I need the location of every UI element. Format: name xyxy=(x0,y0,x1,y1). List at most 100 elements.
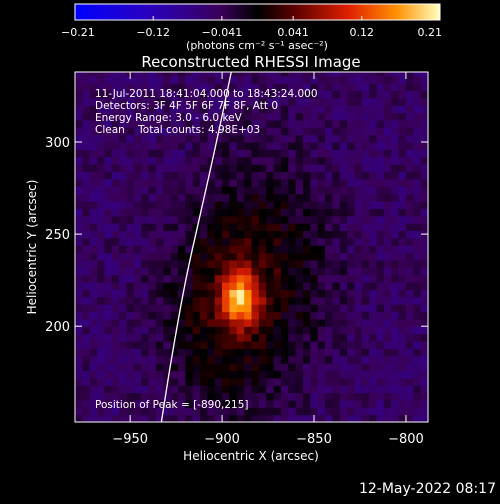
heatmap-cell xyxy=(148,237,157,246)
heatmap-cell xyxy=(89,259,98,268)
heatmap-cell xyxy=(325,178,333,187)
heatmap-cell xyxy=(222,311,231,320)
heatmap-cell xyxy=(185,134,194,143)
heatmap-cell xyxy=(141,333,150,342)
heatmap-cell xyxy=(310,259,319,268)
heatmap-cell xyxy=(339,363,348,372)
heatmap-cell xyxy=(332,318,341,327)
heatmap-cell xyxy=(75,259,83,268)
heatmap-cell xyxy=(251,282,260,290)
heatmap-cell xyxy=(82,340,91,349)
heatmap-cell xyxy=(295,237,304,246)
heatmap-cell xyxy=(236,230,245,239)
heatmap-cell xyxy=(332,355,341,364)
heatmap-cell xyxy=(273,348,282,357)
heatmap-cell xyxy=(361,215,370,224)
heatmap-cell xyxy=(339,164,348,173)
heatmap-cell xyxy=(155,304,164,313)
heatmap-cell xyxy=(148,156,157,165)
heatmap-cell xyxy=(185,142,194,150)
heatmap-cell xyxy=(398,186,407,195)
heatmap-cell xyxy=(177,237,186,246)
heatmap-cell xyxy=(148,370,157,379)
heatmap-cell xyxy=(302,414,311,422)
heatmap-cell xyxy=(244,333,253,342)
heatmap-cell xyxy=(177,75,186,84)
heatmap-cell xyxy=(126,134,135,143)
heatmap-cell xyxy=(75,171,83,180)
heatmap-cell xyxy=(214,75,223,84)
heatmap-cell xyxy=(148,223,157,232)
heatmap-cell xyxy=(133,385,142,394)
heatmap-cell xyxy=(214,245,223,254)
heatmap-cell xyxy=(82,149,91,158)
heatmap-cell xyxy=(354,252,363,261)
heatmap-cell xyxy=(258,282,267,290)
heatmap-cell xyxy=(148,97,157,106)
heatmap-cell xyxy=(369,385,378,394)
heatmap-cell xyxy=(155,75,164,84)
heatmap-cell xyxy=(280,318,289,327)
heatmap-cell xyxy=(141,156,150,165)
heatmap-cell xyxy=(89,90,98,99)
heatmap-cell xyxy=(376,72,385,77)
heatmap-cell xyxy=(148,105,157,114)
heatmap-cell xyxy=(398,149,407,158)
heatmap-cell xyxy=(214,171,223,180)
heatmap-cell xyxy=(89,112,98,121)
heatmap-cell xyxy=(236,83,245,92)
heatmap-cell xyxy=(280,208,289,217)
heatmap-cell xyxy=(155,414,164,422)
heatmap-cell xyxy=(89,318,98,327)
heatmap-cell xyxy=(141,370,150,379)
heatmap-cell xyxy=(170,186,179,195)
heatmap-cell xyxy=(354,223,363,232)
heatmap-cell xyxy=(214,230,223,239)
heatmap-cell xyxy=(177,259,186,268)
heatmap-cell xyxy=(244,156,253,165)
heatmap-cell xyxy=(155,318,164,327)
heatmap-cell xyxy=(222,252,231,261)
heatmap-cell xyxy=(295,119,304,128)
heatmap-cell xyxy=(383,252,392,261)
heatmap-cell xyxy=(155,363,164,372)
heatmap-cell xyxy=(155,208,164,217)
heatmap-cell xyxy=(236,171,245,180)
heatmap-cell xyxy=(214,72,223,77)
heatmap-cell xyxy=(332,230,341,239)
heatmap-cell xyxy=(398,274,407,283)
heatmap-cell xyxy=(177,282,186,290)
heatmap-cell xyxy=(89,149,98,158)
heatmap-cell xyxy=(207,407,216,416)
heatmap-cell xyxy=(339,223,348,232)
heatmap-cell xyxy=(332,326,341,335)
heatmap-cell xyxy=(119,208,128,217)
heatmap-cell xyxy=(354,377,363,386)
heatmap-cell xyxy=(317,237,326,246)
heatmap-cell xyxy=(302,296,311,305)
heatmap-cell xyxy=(229,326,238,335)
heatmap-cell xyxy=(126,215,135,224)
heatmap-cell xyxy=(214,414,223,422)
heatmap-cell xyxy=(354,289,363,298)
heatmap-cell xyxy=(111,259,120,268)
heatmap-cell xyxy=(398,348,407,357)
heatmap-cell xyxy=(413,171,422,180)
heatmap-cell xyxy=(339,370,348,379)
heatmap-cell xyxy=(148,83,157,92)
heatmap-cell xyxy=(266,318,275,327)
heatmap-cell xyxy=(361,119,370,128)
heatmap-cell xyxy=(354,355,363,364)
heatmap-cell xyxy=(391,164,400,173)
heatmap-cell xyxy=(361,134,370,143)
heatmap-cell xyxy=(266,296,275,305)
heatmap-cell xyxy=(413,215,422,224)
heatmap-cell xyxy=(361,289,370,298)
heatmap-cell xyxy=(258,363,267,372)
heatmap-cell xyxy=(119,200,128,209)
heatmap-cell xyxy=(369,178,378,187)
heatmap-cell xyxy=(302,223,311,232)
heatmap-cell xyxy=(405,267,414,276)
heatmap-cell xyxy=(155,407,164,416)
heatmap-cell xyxy=(273,230,282,239)
